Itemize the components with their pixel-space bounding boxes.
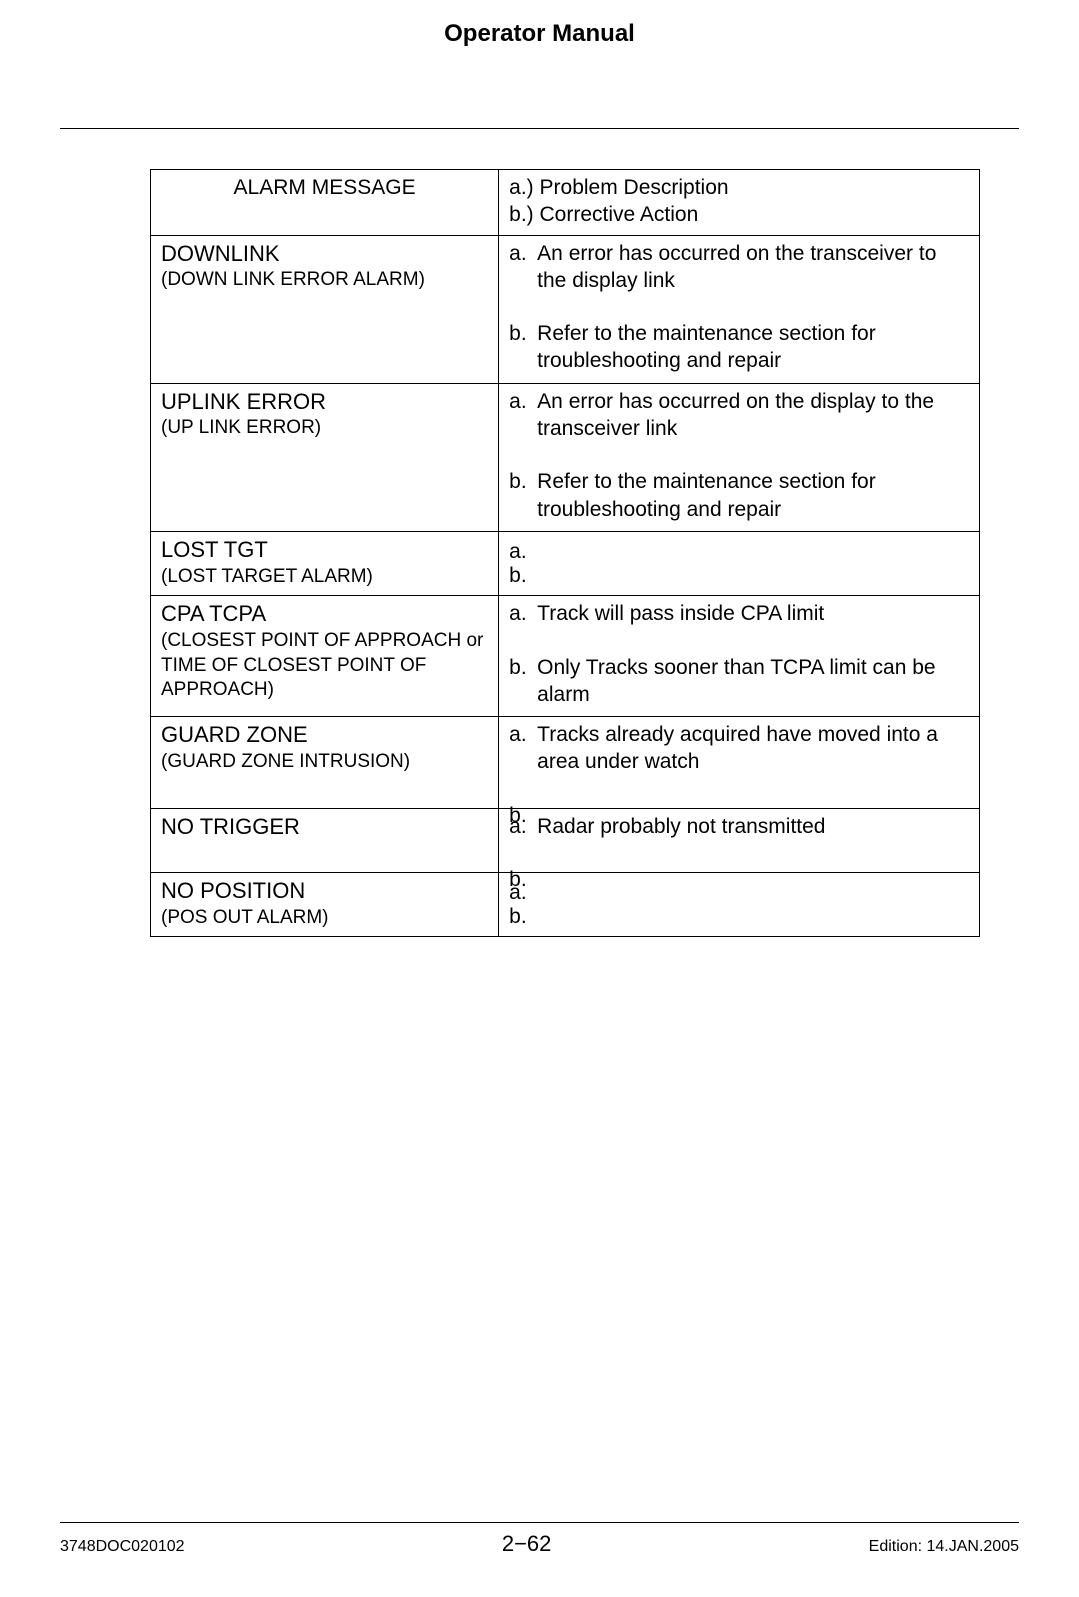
header-description: a.) Problem Description b.) Corrective A…	[499, 170, 980, 236]
table-header-row: ALARM MESSAGE a.) Problem Description b.…	[151, 170, 980, 236]
desc-a: a.Radar probably not transmitted	[509, 813, 969, 840]
desc-cell: a.Tracks already acquired have moved int…	[499, 717, 980, 809]
bottom-divider	[60, 1522, 1019, 1523]
table-row: LOST TGT (LOST TARGET ALARM) a. b.	[151, 531, 980, 595]
page-footer: 3748DOC020102 2−62 Edition: 14.JAN.2005	[60, 1522, 1019, 1557]
desc-cell: a.Track will pass inside CPA limit b.Onl…	[499, 596, 980, 717]
desc-b: b.Refer to the maintenance section for t…	[509, 468, 969, 523]
spacer	[509, 778, 969, 800]
alarm-name: UPLINK ERROR	[161, 388, 488, 417]
alarm-subname: (GUARD ZONE INTRUSION)	[161, 750, 488, 775]
table-row: NO TRIGGER a.Radar probably not transmit…	[151, 808, 980, 872]
desc-cell: a. b.	[499, 531, 980, 595]
alarm-cell: NO TRIGGER	[151, 808, 499, 872]
footer-page-number: 2−62	[502, 1531, 552, 1557]
alarm-subname: (CLOSEST POINT OF APPROACH or TIME OF CL…	[161, 629, 488, 703]
desc-b-text: Only Tracks sooner than TCPA limit can b…	[537, 656, 935, 706]
alarm-cell: GUARD ZONE (GUARD ZONE INTRUSION)	[151, 717, 499, 809]
spacer	[509, 444, 969, 466]
desc-a-text: Radar probably not transmitted	[537, 815, 825, 838]
alarm-name: NO POSITION	[161, 877, 488, 906]
table-row: DOWNLINK (DOWN LINK ERROR ALARM) a.An er…	[151, 235, 980, 383]
desc-a-text: Tracks already acquired have moved into …	[537, 723, 938, 773]
table-row: GUARD ZONE (GUARD ZONE INTRUSION) a.Trac…	[151, 717, 980, 809]
desc-cell: a.An error has occurred on the transceiv…	[499, 235, 980, 383]
spacer	[509, 879, 969, 901]
desc-a-text: An error has occurred on the transceiver…	[537, 242, 936, 292]
header-alarm-message: ALARM MESSAGE	[151, 170, 499, 236]
desc-a-text: An error has occurred on the display to …	[537, 390, 934, 440]
desc-b: b.Only Tracks sooner than TCPA limit can…	[509, 654, 969, 709]
alarm-cell: CPA TCPA (CLOSEST POINT OF APPROACH or T…	[151, 596, 499, 717]
footer-doc-id: 3748DOC020102	[60, 1538, 185, 1556]
desc-b: b.Refer to the maintenance section for t…	[509, 320, 969, 375]
header-line-a: a.) Problem Description	[509, 174, 969, 201]
alarm-name: DOWNLINK	[161, 240, 488, 269]
desc-a: a.Track will pass inside CPA limit	[509, 600, 969, 627]
desc-b-text: Refer to the maintenance section for tro…	[537, 322, 876, 372]
desc-cell: a.Radar probably not transmitted b.	[499, 808, 980, 872]
desc-a: a.Tracks already acquired have moved int…	[509, 721, 969, 776]
header-line-b: b.) Corrective Action	[509, 201, 969, 228]
alarm-subname: (UP LINK ERROR)	[161, 416, 488, 441]
alarm-table: ALARM MESSAGE a.) Problem Description b.…	[150, 169, 980, 937]
footer-edition: Edition: 14.JAN.2005	[869, 1538, 1019, 1556]
table-row: NO POSITION (POS OUT ALARM) a. b.	[151, 873, 980, 937]
alarm-name: NO TRIGGER	[161, 813, 488, 842]
alarm-cell: NO POSITION (POS OUT ALARM)	[151, 873, 499, 937]
desc-cell: a.An error has occurred on the display t…	[499, 383, 980, 531]
table-row: CPA TCPA (CLOSEST POINT OF APPROACH or T…	[151, 596, 980, 717]
alarm-cell: LOST TGT (LOST TARGET ALARM)	[151, 531, 499, 595]
alarm-subname: (DOWN LINK ERROR ALARM)	[161, 268, 488, 293]
alarm-name: GUARD ZONE	[161, 721, 488, 750]
table-row: UPLINK ERROR (UP LINK ERROR) a.An error …	[151, 383, 980, 531]
spacer	[509, 842, 969, 864]
page-title: Operator Manual	[60, 20, 1019, 48]
alarm-subname: (POS OUT ALARM)	[161, 906, 488, 931]
spacer	[509, 296, 969, 318]
alarm-cell: UPLINK ERROR (UP LINK ERROR)	[151, 383, 499, 531]
alarm-subname: (LOST TARGET ALARM)	[161, 565, 488, 590]
desc-cell: a. b.	[499, 873, 980, 937]
desc-a: a.An error has occurred on the display t…	[509, 388, 969, 443]
spacer	[509, 630, 969, 652]
top-divider	[60, 128, 1019, 129]
alarm-name: CPA TCPA	[161, 600, 488, 629]
spacer	[509, 538, 969, 560]
desc-b-text: Refer to the maintenance section for tro…	[537, 470, 876, 520]
alarm-cell: DOWNLINK (DOWN LINK ERROR ALARM)	[151, 235, 499, 383]
desc-a: a.An error has occurred on the transceiv…	[509, 240, 969, 295]
alarm-name: LOST TGT	[161, 536, 488, 565]
desc-a-text: Track will pass inside CPA limit	[537, 602, 824, 625]
